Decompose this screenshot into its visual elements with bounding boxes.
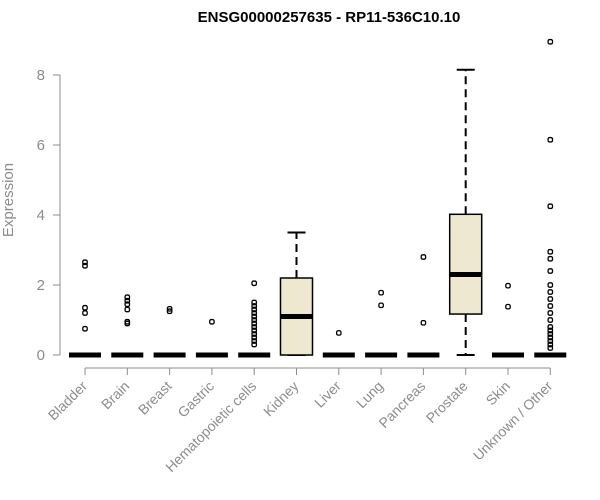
outlier-point bbox=[547, 334, 554, 341]
box-iqr bbox=[448, 213, 483, 315]
outlier-point bbox=[251, 299, 258, 306]
outlier-point bbox=[547, 282, 554, 288]
x-tick-label: Bladder bbox=[45, 378, 91, 424]
outlier-point bbox=[547, 331, 554, 337]
y-tick-label: 0 bbox=[37, 347, 45, 364]
outlier-point bbox=[505, 303, 511, 310]
outlier-point bbox=[547, 317, 554, 323]
outlier-point bbox=[166, 308, 173, 315]
box-skin bbox=[492, 282, 524, 358]
outlier-point bbox=[547, 345, 554, 351]
x-tick-label: Unknown / Other bbox=[470, 378, 556, 464]
outlier-point bbox=[251, 334, 258, 341]
outlier-point bbox=[251, 338, 258, 344]
outlier-point bbox=[547, 303, 554, 309]
outlier-point bbox=[251, 303, 258, 309]
y-axis-label: Expression bbox=[0, 163, 17, 237]
outlier-point bbox=[82, 304, 88, 311]
outlier-point bbox=[251, 310, 258, 316]
x-tick-label: Prostate bbox=[423, 378, 471, 426]
y-tick-label: 6 bbox=[37, 137, 45, 154]
x-tick-label: Brain bbox=[98, 378, 132, 412]
box-bladder bbox=[69, 259, 101, 358]
outlier-point bbox=[378, 302, 384, 309]
outlier-point bbox=[547, 296, 554, 302]
outlier-point bbox=[251, 313, 258, 320]
box-hematopoietic-cells bbox=[238, 280, 271, 358]
outlier-point bbox=[166, 305, 173, 312]
outlier-point bbox=[82, 259, 88, 266]
outlier-point bbox=[505, 282, 511, 289]
box-lung bbox=[365, 289, 398, 358]
outlier-point bbox=[82, 325, 88, 332]
outlier-point bbox=[251, 317, 258, 323]
outlier-point bbox=[251, 280, 258, 287]
outlier-point bbox=[547, 324, 554, 330]
box-kidney bbox=[279, 231, 314, 356]
chart-title: ENSG00000257635 - RP11-536C10.10 bbox=[198, 9, 461, 26]
outlier-point bbox=[547, 136, 554, 143]
outlier-point bbox=[547, 310, 554, 316]
outlier-point bbox=[547, 289, 554, 295]
box-liver bbox=[322, 330, 355, 358]
outlier-point bbox=[82, 310, 88, 316]
outlier-point bbox=[124, 318, 131, 325]
box-gastric bbox=[195, 318, 228, 358]
outlier-point bbox=[547, 338, 554, 344]
outlier-point bbox=[547, 38, 554, 45]
outlier-point bbox=[335, 330, 342, 336]
x-tick-label: Liver bbox=[311, 378, 344, 411]
outlier-point bbox=[378, 289, 384, 296]
outlier-point bbox=[251, 306, 258, 313]
outlier-point bbox=[251, 324, 258, 330]
outlier-point bbox=[547, 341, 554, 348]
outlier-point bbox=[547, 248, 554, 255]
outlier-point bbox=[124, 301, 131, 308]
outlier-point bbox=[251, 341, 258, 348]
x-tick-label: Lung bbox=[353, 378, 386, 411]
box-brain bbox=[111, 294, 144, 358]
box-breast bbox=[153, 305, 186, 358]
outlier-point bbox=[547, 255, 554, 262]
outlier-point bbox=[124, 306, 131, 313]
outlier-point bbox=[251, 327, 258, 334]
x-tick-label: Breast bbox=[135, 378, 175, 418]
outlier-point bbox=[547, 203, 554, 210]
outlier-point bbox=[124, 294, 131, 301]
outlier-point bbox=[82, 262, 88, 269]
x-tick-label: Skin bbox=[483, 378, 514, 409]
outlier-point bbox=[547, 268, 554, 274]
outlier-point bbox=[547, 327, 554, 334]
outlier-point bbox=[124, 297, 131, 304]
box-unknown-other bbox=[534, 38, 567, 358]
y-tick-label: 2 bbox=[37, 277, 45, 294]
outlier-point bbox=[209, 318, 215, 325]
y-tick-label: 4 bbox=[37, 207, 45, 224]
x-tick-label: Kidney bbox=[260, 378, 302, 420]
box-pancreas bbox=[407, 254, 440, 358]
outlier-point bbox=[420, 319, 427, 326]
outlier-point bbox=[251, 331, 258, 337]
box-prostate bbox=[448, 68, 483, 356]
y-tick-label: 8 bbox=[37, 67, 45, 84]
x-tick-label: Pancreas bbox=[375, 378, 428, 431]
outlier-point bbox=[251, 320, 258, 327]
box-group bbox=[69, 38, 567, 358]
y-axis: 0 2 4 6 8 bbox=[37, 67, 61, 364]
outlier-point bbox=[420, 254, 427, 260]
